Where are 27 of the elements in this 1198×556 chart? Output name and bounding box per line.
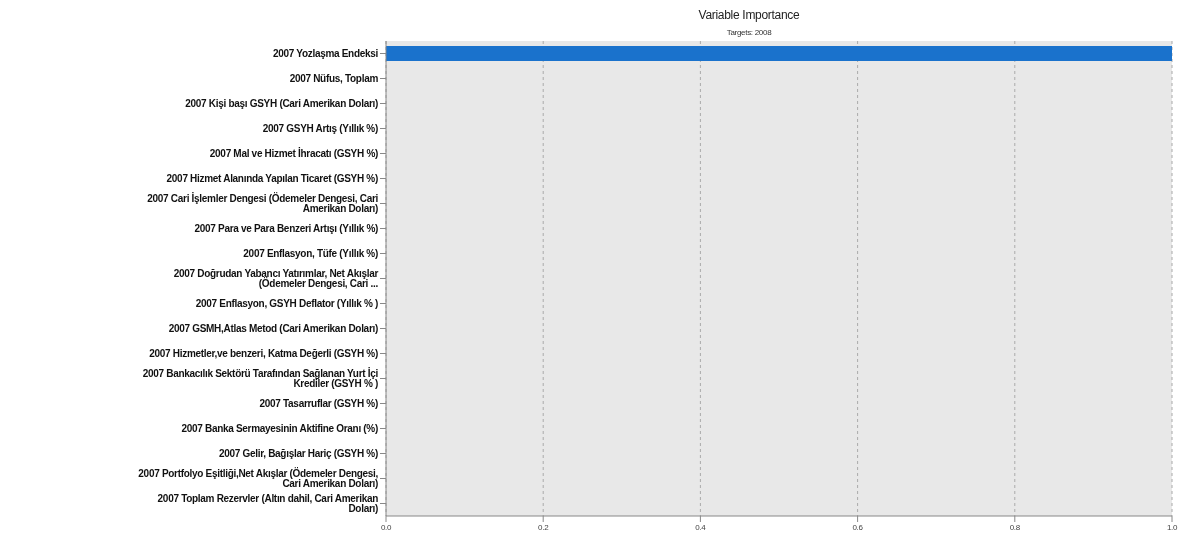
y-tick-label: 2007 Nüfus, Toplam [289,73,379,85]
y-tick-label: 2007 Kişi başı GSYH (Cari Amerikan Doları) [185,98,378,110]
x-tick-label: 0.0 [380,522,392,532]
y-tick-label: 2007 Enflasyon, Tüfe (Yıllık %) [243,248,378,260]
y-tick-label: 2007 Enflasyon, GSYH Deflator (Yıllık % ) [195,298,378,310]
y-tick-label: 2007 GSYH Artış (Yıllık %) [262,123,378,135]
chart-subtitle: Targets: 2008 [725,28,773,37]
y-tick-label: 2007 GSMH,Atlas Metod (Cari Amerikan Doları) [168,323,378,335]
x-tick-label: 0.4 [695,522,707,532]
y-tick-label: 2007 Banka Sermayesinin Aktifine Oranı (%) [181,423,378,435]
x-tick-label: 0.2 [538,522,550,532]
x-tick-label: 0.8 [1009,522,1021,532]
y-tick-label: 2007 Cari İşlemler Dengesi (Ödemeler Dengesi, Cari Amerikan Doları) [147,192,379,215]
x-tick-label: 0.6 [852,522,864,532]
chart-title: Variable Importance [697,8,801,22]
y-tick-label: 2007 Tasarruflar (GSYH %) [259,398,378,410]
y-tick-label: 2007 Para ve Para Benzeri Artışı (Yıllık %) [194,223,378,235]
y-tick-label: 2007 Yozlaşma Endeksi [272,48,379,60]
y-tick-label: 2007 Gelir, Bağışlar Hariç (GSYH %) [218,448,378,460]
y-tick-label: 2007 Toplam Rezervler (Altın dahil, Cari Amerikan Doları) [157,493,379,515]
y-tick-label: 2007 Hizmet Alanında Yapılan Ticaret (GSYH %) [166,173,378,185]
y-tick-label: 2007 Portfolyo Eşitliği,Net Akışlar (Ödemeler Dengesi, Cari Amerikan Doları) [138,467,379,490]
y-tick-label: 2007 Hizmetler,ve benzeri, Katma Değerli (GSYH %) [149,348,378,360]
y-tick-label: 2007 Mal ve Hizmet İhracatı (GSYH %) [209,147,378,160]
y-tick-label: 2007 Doğrudan Yabancı Yatırımlar, Net Akışlar (Ödemeler Dengesi, Cari ... [173,268,379,290]
y-tick-label: 2007 Bankacılık Sektörü Tarafından Sağlanan Yurt İçi Krediler (GSYH % ) [142,367,379,390]
x-tick-label: 1.0 [1166,522,1178,532]
